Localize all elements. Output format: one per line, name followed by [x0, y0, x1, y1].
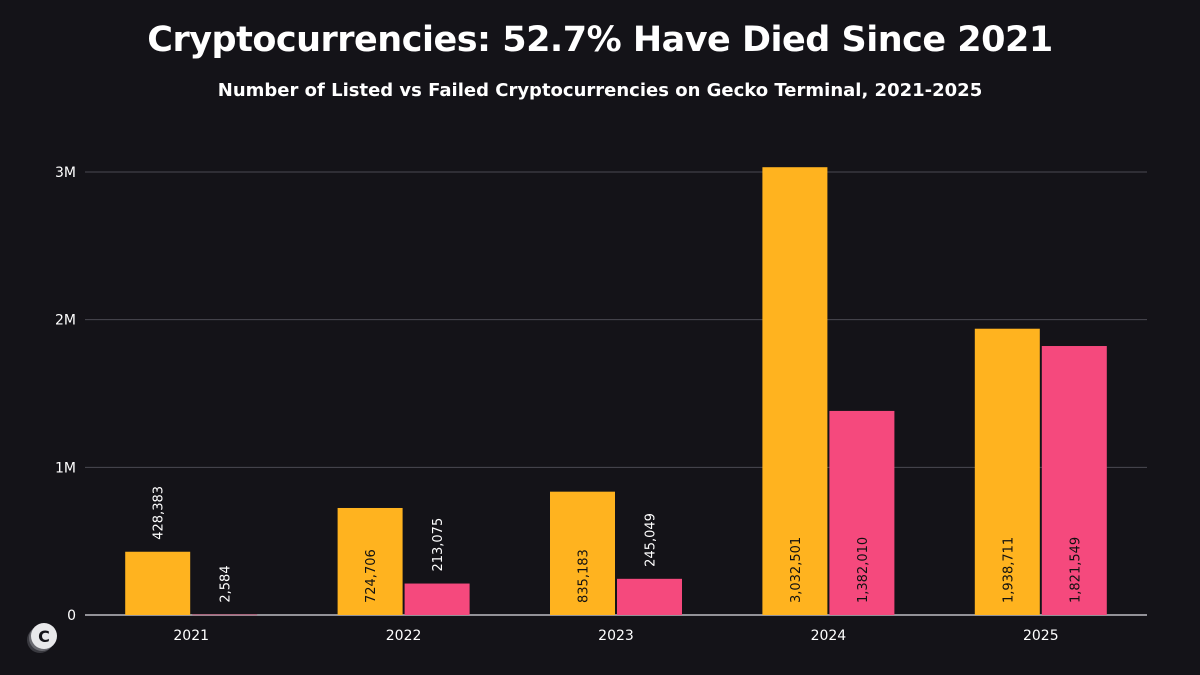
x-tick-label: 2021: [173, 628, 209, 644]
svg-text:C: C: [38, 627, 50, 646]
grid-layer: 0 1M 2M 3M: [55, 165, 1147, 624]
x-tick-label: 2025: [1023, 628, 1059, 644]
x-tick-label: 2022: [386, 628, 422, 644]
bar-2025-series-0: [974, 328, 1040, 615]
chart-title: Cryptocurrencies: 52.7% Have Died Since …: [147, 20, 1053, 60]
bar-layer: [125, 167, 1107, 616]
bar-value-label: 2,584: [219, 565, 234, 602]
bar-2025-series-1: [1041, 346, 1107, 615]
bar-2023-series-1: [617, 578, 682, 615]
bar-2022-series-1: [404, 583, 470, 615]
bar-value-label: 245,049: [644, 513, 659, 567]
y-tick-label: 3M: [55, 165, 76, 181]
bar-2023-series-0: [550, 491, 615, 615]
y-tick-label: 1M: [55, 460, 76, 476]
chart-subtitle: Number of Listed vs Failed Cryptocurrenc…: [217, 80, 983, 101]
bar-2021-series-1: [192, 614, 258, 616]
bar-value-label: 3,032,501: [789, 537, 804, 603]
x-tick-label: 2024: [811, 628, 847, 644]
bar-value-label: 1,821,549: [1068, 537, 1083, 603]
bar-value-label: 835,183: [577, 549, 592, 603]
bar-value-label: 1,938,711: [1001, 537, 1016, 603]
bar-value-label: 1,382,010: [856, 537, 871, 603]
bar-2024-series-0: [762, 167, 828, 615]
bar-2024-series-1: [829, 410, 895, 615]
bar-value-label: 428,383: [152, 486, 167, 540]
bar-value-label: 724,706: [364, 549, 379, 603]
y-tick-label: 0: [67, 608, 76, 624]
coinstats-logo-icon: C: [27, 623, 57, 653]
y-tick-label: 2M: [55, 313, 76, 329]
bar-2021-series-0: [125, 551, 191, 615]
bar-value-label: 213,075: [431, 518, 446, 572]
bar-2022-series-0: [337, 507, 403, 615]
x-tick-label: 2023: [598, 628, 634, 644]
label-layer: 428,383 2,584 2021 724,706 213,075 2022 835,18…: [152, 486, 1084, 644]
